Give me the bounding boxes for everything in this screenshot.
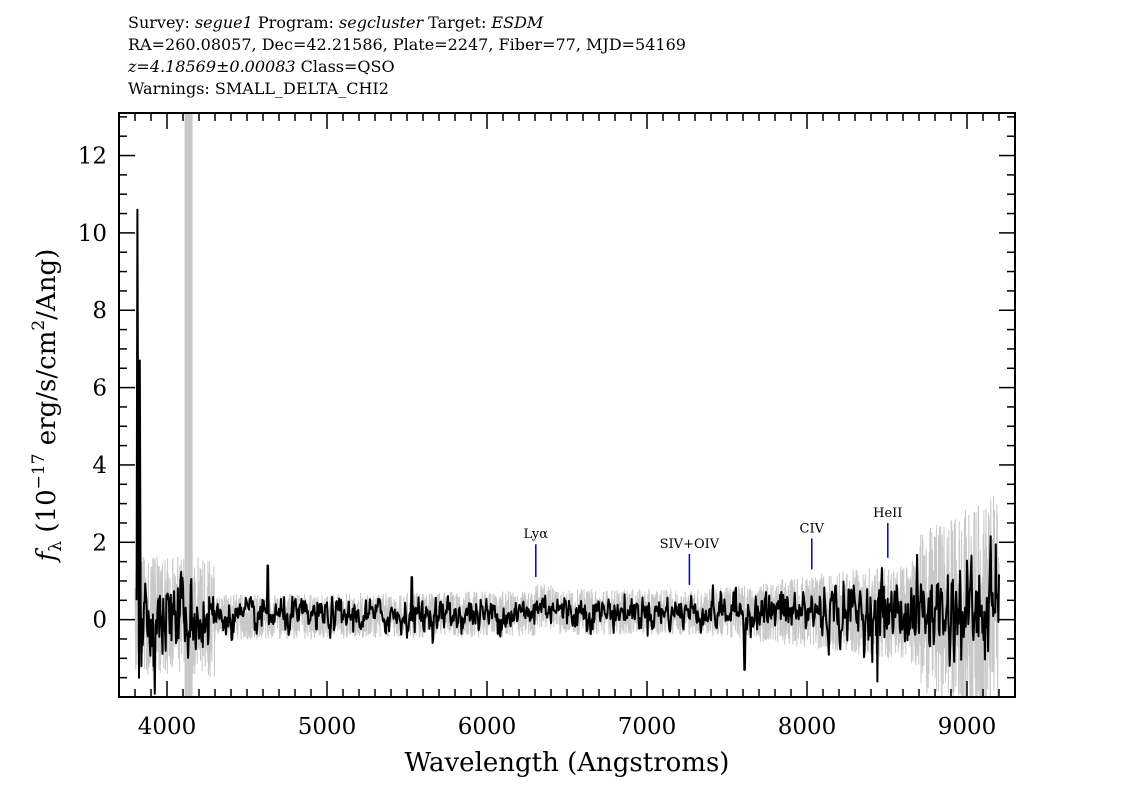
- redshift-value: z=4.18569±0.00083: [128, 57, 296, 76]
- line-label-siv-oiv: SIV+OIV: [660, 537, 720, 552]
- survey-value: segue1: [194, 13, 253, 32]
- header-line-redshift: z=4.18569±0.00083 Class=QSO: [128, 56, 686, 78]
- program-value: segcluster: [339, 13, 424, 32]
- flux-spectrum: [135, 208, 1000, 695]
- x-tick-label: 4000: [138, 714, 197, 740]
- spectrum-header: Survey: segue1 Program: segcluster Targe…: [128, 12, 686, 100]
- x-tick-label: 6000: [458, 714, 517, 740]
- x-axis-label: Wavelength (Angstroms): [405, 748, 730, 778]
- target-value: ESDM: [491, 13, 544, 32]
- line-label-civ: CIV: [800, 521, 825, 536]
- header-line-warnings: Warnings: SMALL_DELTA_CHI2: [128, 79, 389, 98]
- y-tick-label: 4: [92, 453, 107, 479]
- x-tick-label: 9000: [938, 714, 997, 740]
- class-value: Class=QSO: [295, 57, 395, 76]
- y-tick-label: 6: [92, 376, 107, 402]
- x-tick-label: 5000: [298, 714, 357, 740]
- y-tick-label: 8: [92, 298, 107, 324]
- header-line-coords: RA=260.08057, Dec=42.21586, Plate=2247, …: [128, 35, 686, 54]
- masked-region: [184, 113, 193, 697]
- y-tick-label: 2: [92, 530, 107, 556]
- x-tick-label: 8000: [778, 714, 837, 740]
- y-tick-label: 10: [78, 221, 107, 247]
- line-label-heii: HeII: [873, 506, 902, 521]
- x-tick-label: 7000: [618, 714, 677, 740]
- header-line-survey: Survey: segue1 Program: segcluster Targe…: [128, 13, 544, 32]
- y-tick-label: 0: [92, 608, 107, 634]
- y-tick-label: 12: [78, 144, 107, 170]
- line-label-ly-: Lyα: [524, 527, 549, 542]
- y-axis-label: fλ (10−17 erg/s/cm2/Ang): [29, 249, 66, 564]
